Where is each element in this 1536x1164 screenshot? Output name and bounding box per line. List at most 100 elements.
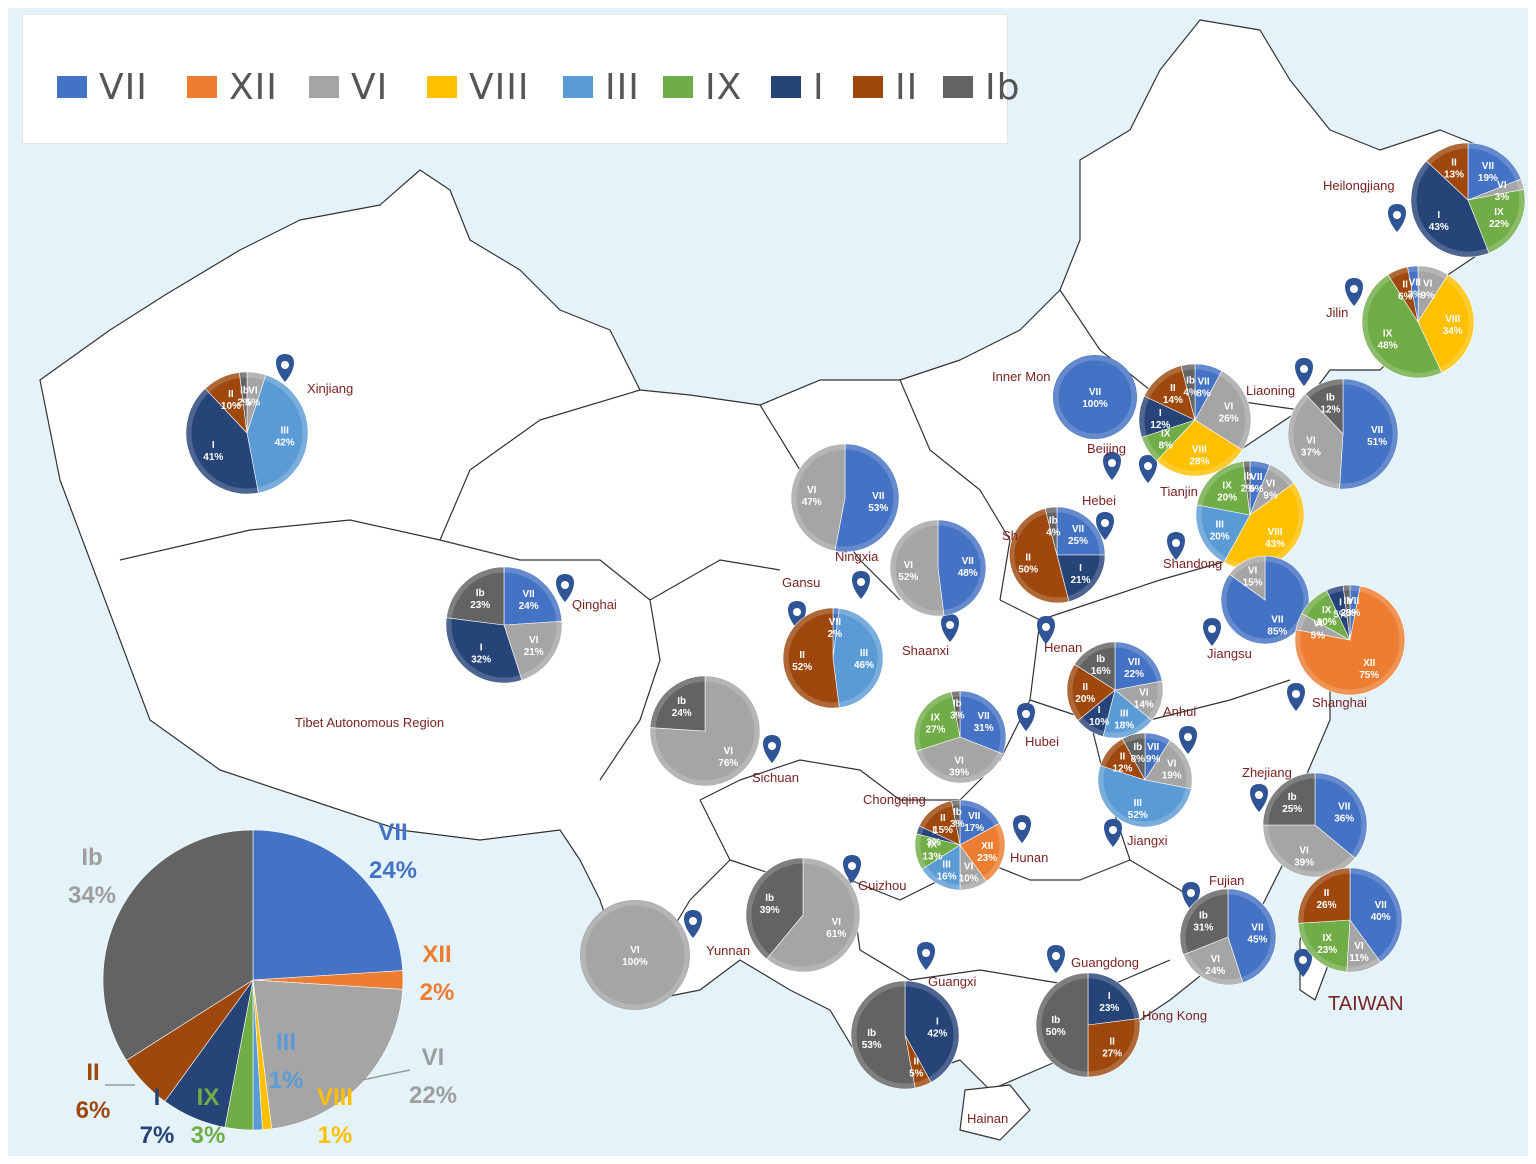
slice-value-label: 52% (898, 572, 918, 583)
slice-value-label: 2% (1341, 608, 1356, 619)
leader-line (361, 1069, 411, 1081)
national-slice-name: I (154, 1084, 161, 1111)
slice-value-label: 43% (1265, 539, 1285, 550)
map-pin-icon (763, 735, 781, 763)
slice-value-label: 39% (949, 768, 969, 779)
slice-name-label: Ib (953, 699, 962, 710)
slice-value-label: 18% (1114, 720, 1134, 731)
slice-value-label: 3% (1495, 192, 1510, 203)
slice-value-label: 5% (246, 398, 261, 409)
region-label-heilongjiang: Heilongjiang (1323, 178, 1395, 193)
pie-slice-ii (782, 607, 840, 709)
slice-value-label: 21% (524, 647, 544, 658)
national-slice-value: 7% (140, 1122, 175, 1149)
legend-item-viii: VIII (427, 67, 529, 108)
legend-item-ib: Ib (943, 67, 1020, 108)
slice-value-label: 27% (1102, 1048, 1122, 1059)
slice-value-label: 20% (1217, 493, 1237, 504)
slice-name-label: VI (1299, 845, 1309, 856)
slice-name-label: Ib (677, 696, 686, 707)
slice-value-label: 48% (1378, 341, 1398, 352)
slice-value-label: 21% (1070, 575, 1090, 586)
slice-name-label: VII (1409, 277, 1421, 288)
national-slice-value: 2% (420, 979, 455, 1006)
slice-value-label: 85% (1267, 626, 1287, 637)
slice-value-label: 3% (1346, 608, 1361, 619)
slice-value-label: 25% (1282, 804, 1302, 815)
pie-slice-vii (503, 566, 563, 626)
slice-name-label: I (1437, 210, 1440, 221)
slice-name-label: II (1402, 280, 1408, 291)
slice-value-label: 8% (1196, 388, 1211, 399)
slice-name-label: VII (1089, 387, 1101, 398)
slice-name-label: IX (1161, 429, 1171, 440)
slice-name-label: III (860, 648, 869, 659)
pie-slice-vi (1228, 555, 1266, 601)
legend-label: II (895, 66, 919, 108)
slice-name-label: VI (529, 635, 539, 646)
map-pin-icon (556, 574, 574, 602)
slice-name-label: III (1120, 708, 1129, 719)
region-label-zhejiang: Zhejiang (1242, 765, 1292, 780)
slice-name-label: I (1108, 991, 1111, 1002)
map-pin-icon (917, 942, 935, 970)
slice-value-label: 19% (1478, 173, 1498, 184)
slice-name-label: Ib (1326, 392, 1335, 403)
slice-name-label: VI (724, 746, 734, 757)
slice-name-label: VII (1250, 472, 1262, 483)
pie-slice-ib (1074, 641, 1116, 691)
legend-item-xii: XII (187, 67, 278, 108)
pie-slice-ib (1180, 363, 1196, 421)
slice-value-label: 23% (1317, 945, 1337, 956)
national-slice-value: 24% (369, 857, 417, 884)
slice-name-label: VII (522, 589, 534, 600)
pie-slice-ib (1179, 888, 1229, 956)
map-pin-icon (1203, 618, 1221, 646)
slice-value-label: 8% (1158, 441, 1173, 452)
pie-slice-vi (503, 621, 563, 681)
slice-name-label: III (281, 425, 290, 436)
pie-slice-vii (1339, 378, 1399, 490)
region-label-jilin: Jilin (1326, 305, 1348, 320)
region-label-hubei: Hubei (1025, 734, 1059, 749)
national-slice-value: 22% (409, 1082, 457, 1109)
pie-slice-ib (745, 857, 804, 960)
pie-slice-iii (921, 844, 961, 891)
map-pin-icon (852, 571, 870, 599)
region-label-jiangxi: Jiangxi (1127, 833, 1168, 848)
slice-value-label: 39% (1294, 857, 1314, 868)
slice-name-label: VII (1375, 900, 1387, 911)
pie-slice-vii (937, 519, 987, 616)
pie-slice-vii (1056, 506, 1106, 556)
slice-name-label: VII (968, 811, 980, 822)
pie-slice-vi (1144, 739, 1193, 790)
region-label-fujian: Fujian (1209, 873, 1244, 888)
pie-slice-ib (951, 690, 961, 738)
slice-value-label: 3% (1407, 289, 1422, 300)
map-pin-icon (1013, 815, 1031, 843)
slice-value-label: 36% (1334, 813, 1354, 824)
pie-slice-ib (446, 566, 505, 626)
legend-swatch (663, 76, 693, 98)
slice-name-label: Ib (1051, 1015, 1060, 1026)
map-pin-icon (1345, 278, 1363, 306)
pie-slice-i (1056, 554, 1106, 602)
legend-item-vi: VI (309, 67, 388, 108)
slice-name-label: IX (928, 839, 938, 850)
region-label-inner-mon: Inner Mon (992, 369, 1051, 384)
slice-value-label: 50% (1046, 1027, 1066, 1038)
national-slice-value: 34% (68, 882, 116, 909)
slice-value-label: 28% (1189, 456, 1209, 467)
slice-value-label: 61% (826, 929, 846, 940)
pie-slice-ix (1196, 461, 1251, 516)
slice-name-label: VI (1354, 941, 1364, 952)
pie-slice-iii (832, 608, 884, 708)
region-label-qinghai: Qinghai (572, 597, 617, 612)
